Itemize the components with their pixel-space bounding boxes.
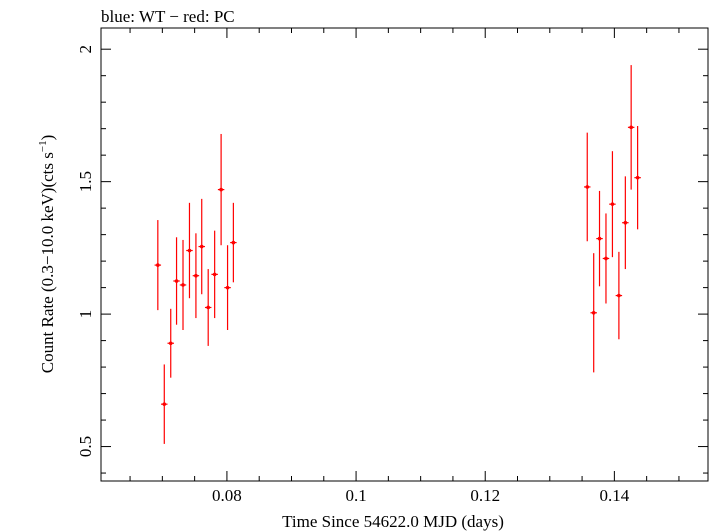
- data-point: [615, 251, 623, 340]
- data-point: [627, 65, 635, 190]
- y-axis-label: Count Rate (0.3−10.0 keV)(cts s−1): [37, 135, 57, 374]
- data-point: [161, 364, 168, 444]
- y-axis-label-close: ): [38, 135, 57, 141]
- point-marker: [206, 305, 210, 310]
- axis-ticks: [101, 28, 708, 481]
- data-points: [154, 65, 641, 444]
- y-tick-label: 2: [76, 45, 95, 54]
- x-tick-label: 0.08: [212, 486, 242, 505]
- data-point: [622, 176, 629, 270]
- data-point: [211, 230, 218, 319]
- point-marker: [162, 402, 167, 406]
- data-point: [596, 190, 603, 287]
- data-point: [230, 202, 237, 283]
- data-point: [154, 220, 162, 311]
- x-tick-label: 0.12: [470, 486, 500, 505]
- data-point: [584, 132, 591, 242]
- data-point: [217, 133, 225, 246]
- point-marker: [187, 248, 192, 253]
- y-axis-label-main: Count Rate (0.3−10.0 keV)(cts s: [38, 152, 57, 373]
- point-marker: [623, 220, 628, 225]
- data-point: [179, 239, 187, 330]
- point-marker: [231, 240, 236, 245]
- point-marker: [174, 279, 179, 283]
- point-marker: [635, 175, 640, 180]
- chart-title: blue: WT − red: PC: [101, 7, 235, 26]
- data-point: [167, 308, 174, 378]
- x-axis-label: Time Since 54622.0 MJD (days): [282, 512, 504, 531]
- data-point: [634, 126, 641, 230]
- data-point: [186, 202, 193, 299]
- data-point: [198, 198, 205, 295]
- x-tick-label: 0.14: [599, 486, 629, 505]
- y-tick-label: 0.5: [76, 436, 95, 457]
- point-marker: [199, 244, 204, 249]
- point-marker: [610, 202, 615, 206]
- point-marker: [585, 185, 590, 189]
- data-point: [609, 151, 616, 258]
- y-tick-label: 1.5: [76, 171, 95, 192]
- data-point: [602, 213, 610, 304]
- point-marker: [156, 263, 160, 267]
- x-tick-label: 0.1: [345, 486, 366, 505]
- data-point: [224, 245, 231, 330]
- plot-frame: [100, 27, 709, 482]
- point-marker: [181, 283, 185, 287]
- point-marker: [617, 293, 621, 298]
- point-marker: [629, 125, 633, 130]
- axis-tick-labels: 0.08 0.1 0.12 0.14 0.5 1 1.5 2: [76, 45, 630, 505]
- point-marker: [597, 236, 602, 241]
- point-marker: [225, 285, 230, 290]
- point-marker: [212, 272, 217, 277]
- data-point: [173, 237, 180, 325]
- data-point: [204, 269, 212, 346]
- point-marker: [604, 256, 608, 261]
- point-marker: [194, 273, 198, 278]
- y-tick-label: 1: [76, 310, 95, 319]
- data-point: [192, 233, 200, 319]
- point-marker: [219, 187, 223, 192]
- y-axis-label-exponent: −1: [37, 140, 49, 152]
- point-marker: [591, 310, 596, 315]
- point-marker: [168, 341, 173, 346]
- data-point: [590, 253, 597, 373]
